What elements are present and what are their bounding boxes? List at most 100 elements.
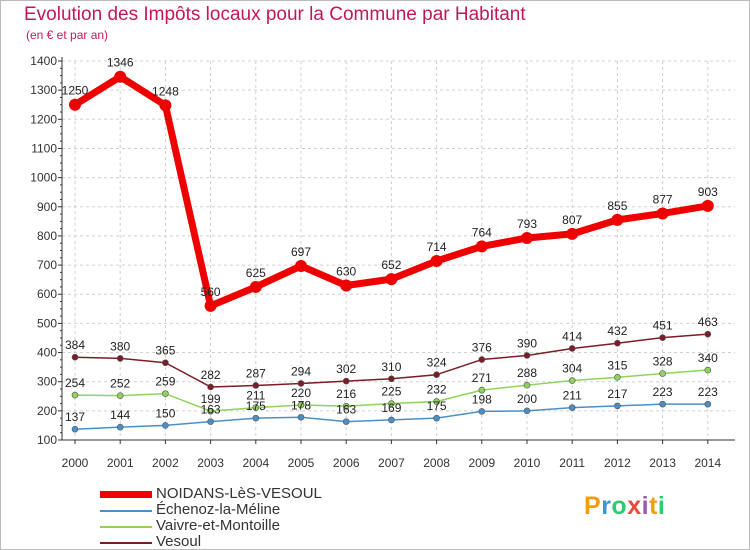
logo-letter: i xyxy=(657,492,666,520)
data-label: 150 xyxy=(155,406,175,420)
data-label: 432 xyxy=(607,324,627,338)
data-label: 1250 xyxy=(62,84,89,98)
x-tick-label: 2014 xyxy=(694,456,721,470)
y-tick-label: 100 xyxy=(37,433,57,447)
data-point xyxy=(116,392,124,399)
data-point xyxy=(342,377,350,385)
data-point xyxy=(342,402,350,410)
data-label: 163 xyxy=(336,403,356,417)
data-point xyxy=(297,413,305,421)
data-label: 288 xyxy=(517,366,537,380)
data-point xyxy=(342,418,350,425)
data-point xyxy=(523,407,531,415)
data-point xyxy=(659,400,666,408)
data-point xyxy=(71,425,79,433)
y-tick-label: 1000 xyxy=(30,171,57,185)
data-label: 764 xyxy=(472,225,492,239)
data-label: 211 xyxy=(246,389,265,403)
data-label: 223 xyxy=(653,385,673,399)
data-label: 414 xyxy=(562,329,582,343)
data-label: 216 xyxy=(336,387,356,401)
data-label: 282 xyxy=(201,368,221,382)
data-label: 630 xyxy=(336,264,356,278)
legend-label: Vesoul xyxy=(156,533,202,550)
data-label: 365 xyxy=(155,344,175,358)
x-tick-label: 2001 xyxy=(107,456,134,470)
data-point xyxy=(204,299,217,312)
proxiti-logo: Proxiti xyxy=(584,492,665,521)
data-label: 807 xyxy=(562,213,582,227)
legend-swatch xyxy=(100,491,152,498)
data-label: 137 xyxy=(65,410,85,424)
logo-letter: P xyxy=(584,492,602,520)
data-point xyxy=(433,398,440,405)
data-point xyxy=(249,280,262,293)
data-point xyxy=(252,414,260,422)
data-point xyxy=(340,279,353,292)
data-point xyxy=(207,418,214,425)
y-tick-label: 1200 xyxy=(30,112,57,126)
chart-subtitle: (en € et par an) xyxy=(26,28,109,42)
data-label: 271 xyxy=(472,371,492,385)
data-label: 302 xyxy=(336,362,356,376)
data-label: 199 xyxy=(201,392,221,406)
legend-label: Vaivre-et-Montoille xyxy=(156,517,280,534)
data-label: 252 xyxy=(110,377,130,391)
data-point xyxy=(71,353,79,361)
y-tick-label: 200 xyxy=(37,404,57,418)
y-tick-label: 1400 xyxy=(30,54,57,68)
data-point xyxy=(433,414,440,422)
data-point xyxy=(521,231,533,244)
data-point xyxy=(207,407,214,415)
data-point xyxy=(114,70,127,83)
logo-letter: t xyxy=(649,492,658,520)
x-tick-label: 2006 xyxy=(333,456,360,470)
x-tick-label: 2000 xyxy=(62,456,89,470)
y-tick-label: 900 xyxy=(37,200,57,214)
data-label: 169 xyxy=(381,401,401,415)
data-label: 855 xyxy=(607,199,627,213)
y-tick-label: 400 xyxy=(37,346,57,360)
data-point xyxy=(116,355,124,362)
data-point xyxy=(430,254,443,267)
data-label: 200 xyxy=(517,392,537,406)
x-tick-label: 2002 xyxy=(152,456,179,470)
y-tick-label: 300 xyxy=(37,375,57,389)
data-label: 144 xyxy=(110,408,130,422)
data-point xyxy=(116,423,124,431)
data-label: 463 xyxy=(698,315,718,329)
data-point xyxy=(523,381,531,389)
legend-swatch xyxy=(100,542,152,544)
data-label: 384 xyxy=(65,338,85,352)
data-point xyxy=(614,402,621,410)
x-tick-label: 2008 xyxy=(423,456,450,470)
data-point xyxy=(611,213,624,226)
data-point xyxy=(162,422,169,429)
legend-label: NOIDANS-LèS-VESOUL xyxy=(156,485,322,502)
data-point xyxy=(385,273,398,286)
x-tick-label: 2004 xyxy=(242,456,269,470)
y-tick-label: 600 xyxy=(37,287,57,301)
data-point xyxy=(252,404,260,411)
data-point xyxy=(478,386,486,394)
data-label: 625 xyxy=(246,266,266,280)
y-tick-label: 500 xyxy=(37,316,57,330)
data-label: 451 xyxy=(653,319,673,333)
data-label: 793 xyxy=(517,217,537,231)
data-label: 225 xyxy=(381,385,401,399)
data-label: 380 xyxy=(110,339,130,353)
data-point xyxy=(704,366,712,374)
data-label: 652 xyxy=(381,258,401,272)
data-point xyxy=(568,404,576,411)
logo-letter: r xyxy=(601,492,612,520)
x-tick-label: 2010 xyxy=(514,456,541,470)
data-point xyxy=(701,199,714,212)
data-label: 259 xyxy=(155,375,175,389)
data-label: 287 xyxy=(246,366,266,380)
series-group xyxy=(69,70,714,433)
data-point xyxy=(656,207,669,220)
data-label: 310 xyxy=(381,360,401,374)
data-label: 1346 xyxy=(107,56,134,70)
data-label: 304 xyxy=(562,362,582,376)
